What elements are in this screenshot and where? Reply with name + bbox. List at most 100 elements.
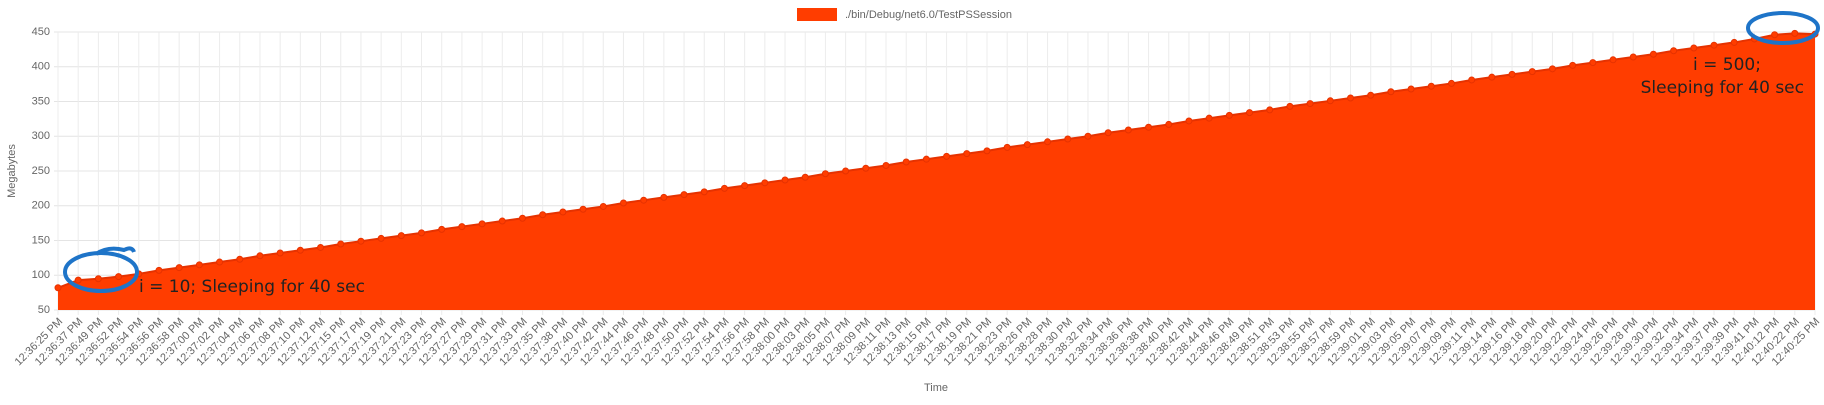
point — [74, 276, 82, 284]
point — [1306, 100, 1314, 108]
point — [842, 167, 850, 175]
y-tick-label: 50 — [38, 304, 50, 316]
point — [579, 205, 587, 213]
point — [1084, 132, 1092, 140]
point — [175, 264, 183, 272]
point — [1124, 126, 1132, 134]
y-tick-label: 150 — [32, 234, 50, 246]
point — [216, 258, 224, 266]
highlight-circle — [1746, 11, 1820, 45]
point — [1710, 41, 1718, 49]
point — [1165, 120, 1173, 128]
point — [882, 161, 890, 169]
point — [1326, 97, 1334, 105]
data-layer — [54, 29, 1819, 310]
point — [1347, 94, 1355, 102]
point — [115, 273, 123, 281]
point — [922, 155, 930, 163]
point — [1771, 31, 1779, 39]
point — [862, 164, 870, 172]
point — [54, 284, 62, 292]
y-tick-label: 200 — [32, 200, 50, 212]
legend-swatch[interactable] — [797, 8, 837, 21]
y-tick-label: 100 — [32, 269, 50, 281]
legend-label[interactable]: ./bin/Debug/net6.0/TestPSSession — [845, 9, 1012, 21]
point — [1730, 38, 1738, 46]
point — [518, 214, 526, 222]
point — [559, 208, 567, 216]
point — [1145, 123, 1153, 131]
point — [397, 232, 405, 240]
y-axis-label: Megabytes — [6, 144, 18, 198]
point — [1548, 65, 1556, 73]
point — [1266, 106, 1274, 114]
point — [1205, 114, 1213, 122]
y-tick-label: 450 — [32, 26, 50, 38]
point — [902, 158, 910, 166]
point — [1447, 79, 1455, 87]
point — [1589, 59, 1597, 67]
point — [660, 193, 668, 201]
annotation: Sleeping for 40 sec — [1641, 78, 1804, 98]
point — [337, 240, 345, 248]
point — [1023, 141, 1031, 149]
highlight-scribble — [94, 246, 136, 256]
y-tick-label: 400 — [32, 61, 50, 73]
point — [478, 220, 486, 228]
point — [1508, 70, 1516, 78]
point — [1791, 29, 1799, 37]
point — [640, 196, 648, 204]
point — [1104, 129, 1112, 137]
point — [317, 243, 325, 251]
x-axis-label: Time — [924, 382, 948, 394]
y-tick-label: 250 — [32, 165, 50, 177]
y-tick-label: 300 — [32, 130, 50, 142]
point — [256, 252, 264, 260]
point — [1286, 102, 1294, 110]
point — [1225, 111, 1233, 119]
point — [1387, 88, 1395, 96]
point — [195, 261, 203, 269]
point — [1609, 56, 1617, 64]
point — [94, 275, 102, 283]
point — [498, 217, 506, 225]
point — [155, 266, 163, 274]
point — [801, 173, 809, 181]
point — [1670, 47, 1678, 55]
point — [357, 237, 365, 245]
point — [1468, 76, 1476, 84]
point — [1044, 138, 1052, 146]
point — [1367, 91, 1375, 99]
point — [821, 170, 829, 178]
point — [1488, 73, 1496, 81]
point — [1649, 50, 1657, 58]
point — [458, 223, 466, 231]
point — [296, 246, 304, 254]
point — [761, 179, 769, 187]
point — [1569, 61, 1577, 69]
point — [1528, 68, 1536, 76]
point — [1246, 109, 1254, 117]
annotation: i = 500; — [1693, 55, 1761, 75]
point — [943, 152, 951, 160]
point — [418, 229, 426, 237]
point — [1064, 135, 1072, 143]
point — [983, 147, 991, 155]
point — [1407, 85, 1415, 93]
point — [599, 202, 607, 210]
point — [1003, 143, 1011, 151]
point — [1185, 117, 1193, 125]
point — [539, 211, 547, 219]
y-tick-label: 350 — [32, 95, 50, 107]
line — [57, 32, 1816, 289]
point — [720, 184, 728, 192]
point — [741, 182, 749, 190]
point — [619, 199, 627, 207]
point — [781, 176, 789, 184]
point — [438, 225, 446, 233]
point — [377, 234, 385, 242]
point — [1427, 82, 1435, 90]
point — [680, 191, 688, 199]
area — [58, 33, 1815, 310]
